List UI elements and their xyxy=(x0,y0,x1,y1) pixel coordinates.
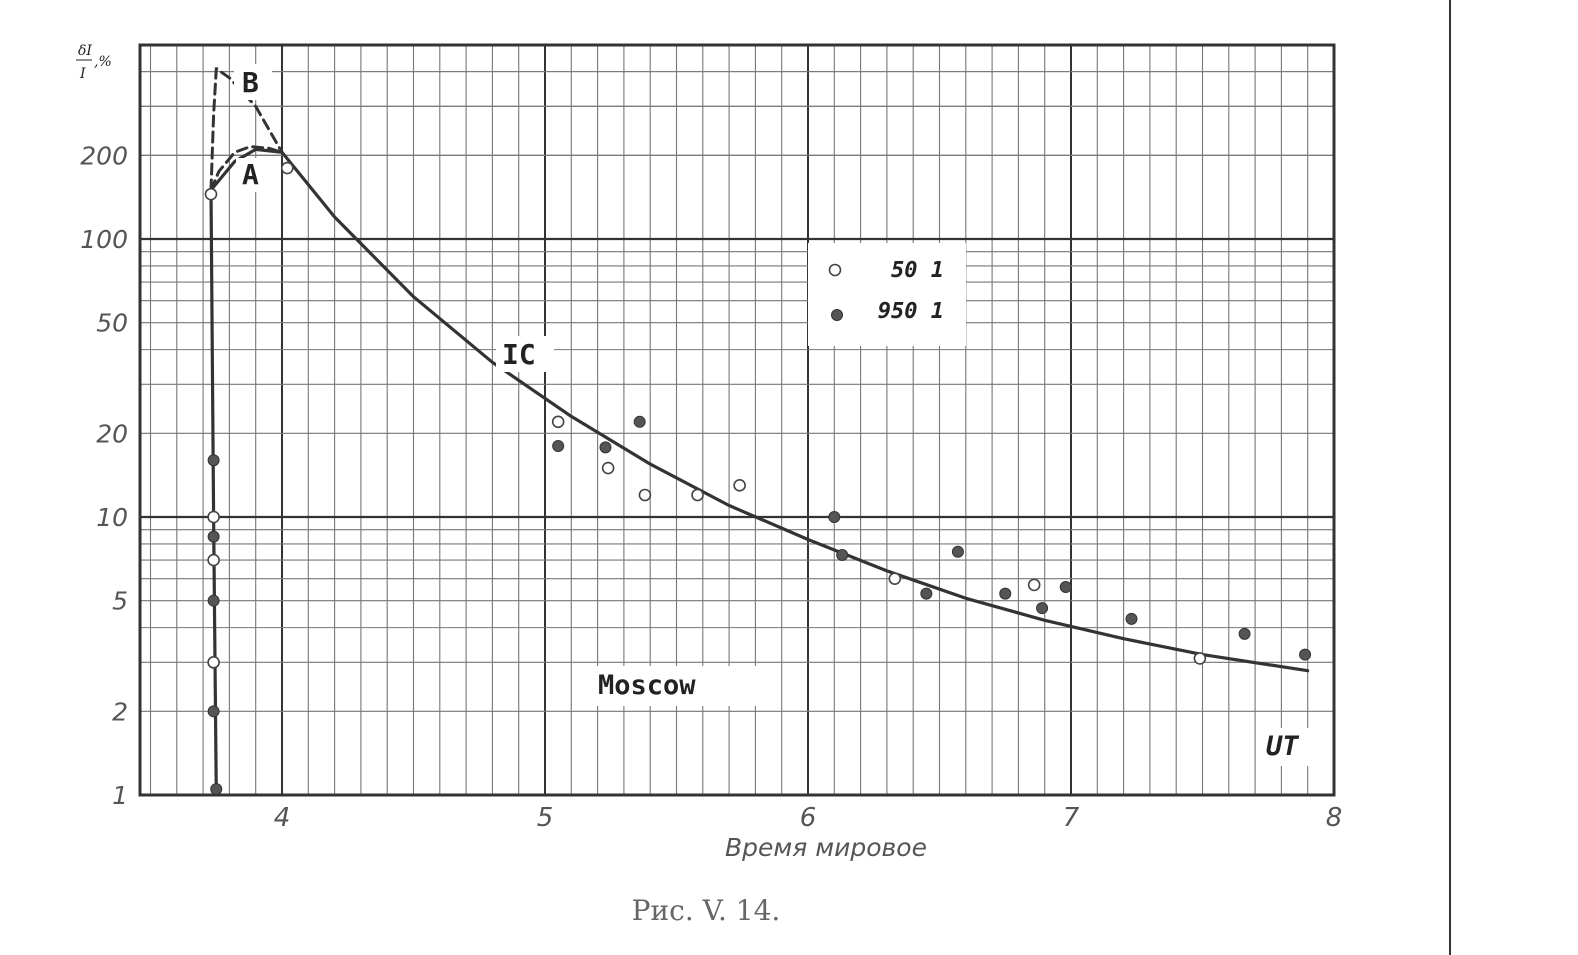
legend-label-filled: 950 1 xyxy=(878,299,944,324)
x-tick-label: 8 xyxy=(1326,803,1343,833)
x-tick-label: 4 xyxy=(274,803,291,833)
data-point-filled xyxy=(207,454,220,467)
data-point-filled xyxy=(207,594,220,607)
data-point-filled xyxy=(1036,602,1049,615)
data-points xyxy=(204,161,1312,796)
data-point-filled xyxy=(828,511,841,523)
data-point-filled xyxy=(599,441,612,454)
data-point-filled xyxy=(210,783,223,796)
label-a-bg xyxy=(236,158,270,192)
y-tick-label: 1 xyxy=(112,781,128,810)
y-label-unit: ,% xyxy=(94,54,112,70)
legend-filled-marker xyxy=(831,309,843,321)
data-point-filled xyxy=(207,530,220,543)
figure-caption: Рис. V. 14. xyxy=(632,894,781,927)
data-point-filled xyxy=(1238,627,1251,640)
x-unit-label: UT xyxy=(1266,731,1299,762)
marker-label-b: B xyxy=(242,66,259,99)
legend-label-open: 50 1 xyxy=(891,258,944,283)
x-tick-label: 7 xyxy=(1063,803,1080,833)
data-point-filled xyxy=(1125,612,1138,625)
y-label-denominator: I xyxy=(79,66,86,82)
data-point-open xyxy=(638,488,652,502)
unit-label-bg xyxy=(1260,728,1322,766)
data-point-open xyxy=(207,553,220,567)
legend-open-marker xyxy=(828,263,842,277)
x-tick-label: 5 xyxy=(537,803,554,833)
data-point-open xyxy=(551,415,565,429)
y-tick-label: 2 xyxy=(112,697,128,726)
data-point-open xyxy=(601,461,615,475)
data-point-filled xyxy=(920,587,933,600)
data-point-open xyxy=(1027,578,1041,592)
y-tick-label: 20 xyxy=(96,419,128,448)
data-point-filled xyxy=(552,440,565,453)
legend-box xyxy=(808,243,966,346)
data-point-open xyxy=(207,656,220,669)
plot-frame xyxy=(138,43,1336,797)
y-tick-label: 5 xyxy=(112,587,128,616)
y-tick-label: 100 xyxy=(80,225,128,254)
location-label-bg xyxy=(588,666,756,706)
data-point-open xyxy=(1193,652,1207,665)
data-point-open xyxy=(204,187,218,201)
data-point-filled xyxy=(836,548,849,561)
y-ticks: 1 2 5 10 20 50 100 200 xyxy=(80,141,128,810)
y-tick-label: 50 xyxy=(96,309,128,338)
marker-label-a: A xyxy=(242,158,259,191)
x-axis-label: Время мировое xyxy=(725,833,927,862)
data-point-filled xyxy=(207,705,220,718)
data-point-filled xyxy=(633,415,646,428)
data-point-filled xyxy=(1299,648,1312,661)
y-tick-label: 10 xyxy=(96,503,128,532)
y-tick-label: 200 xyxy=(80,141,128,170)
curve-label-ic: IC xyxy=(502,338,536,371)
data-point-open xyxy=(280,161,294,175)
curve-b xyxy=(209,67,284,192)
data-point-open xyxy=(733,479,746,492)
curve-ic xyxy=(209,147,1310,673)
data-point-open xyxy=(888,572,902,585)
x-ticks: 4 5 6 7 8 xyxy=(274,803,1343,833)
x-tick-label: 6 xyxy=(800,803,817,833)
location-label: Moscow xyxy=(598,670,696,701)
data-point-open xyxy=(691,488,704,502)
curves xyxy=(209,67,1310,797)
curve-a xyxy=(209,145,284,192)
label-b-bg xyxy=(234,64,272,100)
y-label-numerator: δI xyxy=(78,43,92,59)
data-point-filled xyxy=(951,545,964,558)
curve-vertical-rise xyxy=(209,188,218,797)
label-ic-bg xyxy=(496,336,554,372)
data-point-open xyxy=(207,510,220,524)
data-point-filled xyxy=(1059,581,1072,594)
data-point-filled xyxy=(999,587,1012,600)
